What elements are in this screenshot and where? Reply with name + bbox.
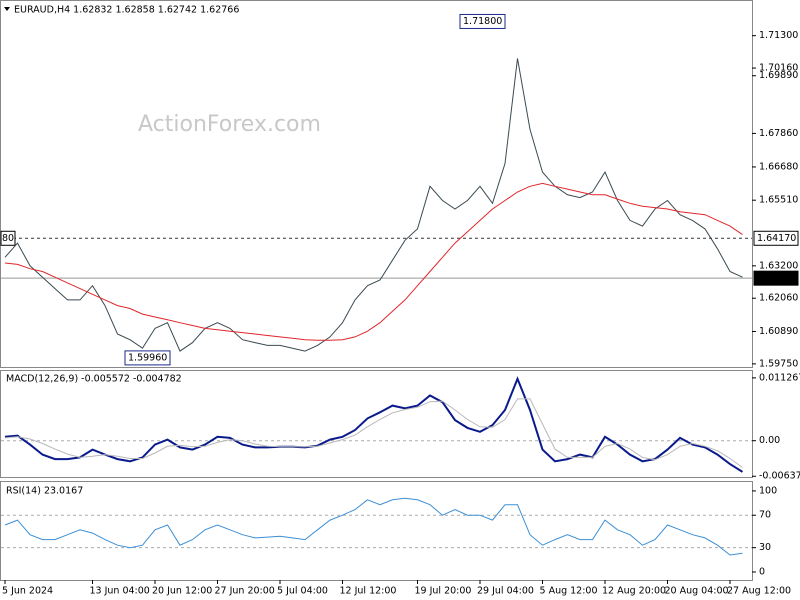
y-tick-label: 1.65510 xyxy=(759,195,798,206)
series-line xyxy=(4,376,744,473)
series-line xyxy=(4,58,743,352)
y-tick-label: 1.70160 xyxy=(759,63,798,74)
y-tick-label: -0.006374 xyxy=(759,471,800,482)
y-tick-label: 0.011267 xyxy=(759,372,800,383)
y-tick-label: 0 xyxy=(759,566,765,577)
y-tick-label: 1.71300 xyxy=(759,30,798,41)
series-line xyxy=(4,497,743,556)
y-tick-label: 1.60890 xyxy=(759,326,798,337)
x-tick-label: 5 Jul 04:00 xyxy=(277,586,328,597)
left-label-box xyxy=(0,230,16,246)
annotation-label: 1.59960 xyxy=(128,352,167,363)
y-tick-label: 1.67860 xyxy=(759,128,798,139)
x-tick-label: 19 Jul 20:00 xyxy=(415,586,472,597)
x-tick-label: 13 Jun 04:00 xyxy=(90,586,150,597)
rsi-panel xyxy=(0,481,753,581)
y-tick-label: 1.59750 xyxy=(759,358,798,369)
rsi-title: RSI(14) 23.0167 xyxy=(6,486,83,497)
y-tick-label: 0.00 xyxy=(759,435,780,446)
y-tick-label: 70 xyxy=(759,510,771,521)
y-tick-label: 1.69890 xyxy=(759,70,798,81)
x-tick-label: 12 Aug 20:00 xyxy=(602,586,666,597)
x-tick-label: 29 Jul 04:00 xyxy=(477,586,534,597)
macd-panel xyxy=(0,370,753,478)
y-tick-label: 1.66680 xyxy=(759,161,798,172)
chart-title: EURAUD,H4 1.62832 1.62858 1.62742 1.6276… xyxy=(14,5,239,16)
menu-arrow xyxy=(4,7,10,11)
x-tick-label: 5 Jun 2024 xyxy=(2,586,53,597)
left-label: 80 xyxy=(2,233,14,244)
x-tick-label: 20 Jun 12:00 xyxy=(152,586,212,597)
x-tick-label: 27 Aug 12:00 xyxy=(727,586,791,597)
annotation-box xyxy=(124,350,171,366)
price-label-box xyxy=(753,230,799,246)
series-line xyxy=(4,398,743,468)
series-line xyxy=(4,182,743,341)
annotation-label: 1.71800 xyxy=(463,16,502,27)
price-label: 1.62766 xyxy=(757,273,796,284)
price-panel xyxy=(0,0,753,368)
watermark: ActionForex.com xyxy=(138,112,321,137)
y-tick-label: 1.63200 xyxy=(759,260,798,271)
price-label: 1.64170 xyxy=(757,233,796,244)
macd-title: MACD(12,26,9) -0.005572 -0.004782 xyxy=(6,374,182,385)
y-tick-label: 1.62060 xyxy=(759,293,798,304)
y-tick-label: 100 xyxy=(759,485,777,496)
price-label-box xyxy=(753,270,799,286)
y-tick-label: 30 xyxy=(759,542,771,553)
x-tick-label: 27 Jun 20:00 xyxy=(215,586,275,597)
x-tick-label: 20 Aug 04:00 xyxy=(665,586,729,597)
annotation-box xyxy=(459,13,506,29)
x-tick-label: 5 Aug 12:00 xyxy=(540,586,598,597)
x-tick-label: 12 Jul 12:00 xyxy=(340,586,397,597)
